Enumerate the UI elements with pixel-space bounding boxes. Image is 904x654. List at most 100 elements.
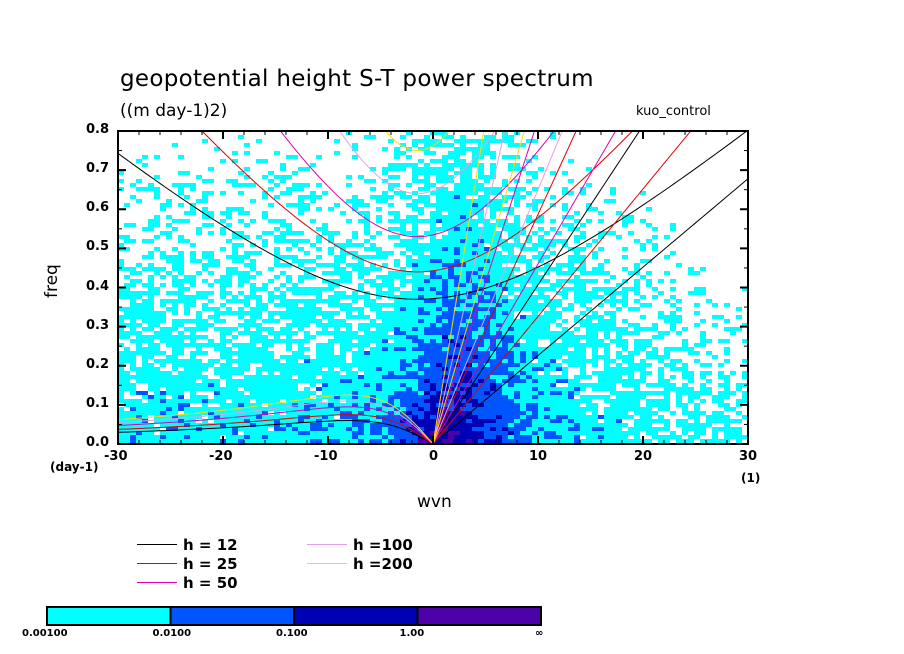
shade-cell (472, 191, 478, 195)
shade-cell (136, 159, 142, 163)
shade-cell (250, 391, 256, 395)
shade-cell (172, 275, 178, 279)
shade-cell (178, 363, 184, 367)
shade-cell (430, 251, 436, 255)
shade-cell (232, 299, 238, 303)
shade-cell (370, 355, 376, 359)
shade-cell (634, 423, 640, 427)
shade-cell (364, 383, 370, 387)
shade-cell (394, 427, 400, 431)
shade-cell (178, 427, 184, 431)
shade-cell (538, 323, 544, 327)
shade-cell (556, 423, 562, 427)
shade-cell (250, 263, 256, 267)
shade-cell (472, 231, 478, 235)
shade-cell (448, 423, 454, 427)
shade-cell (478, 247, 484, 251)
shade-cell (646, 391, 652, 395)
shade-cell (436, 247, 442, 251)
shade-cell (172, 247, 178, 251)
shade-cell (280, 435, 286, 439)
shade-cell (454, 239, 460, 243)
shade-cell (256, 427, 262, 431)
shade-cell (142, 395, 148, 399)
shade-cell (292, 351, 298, 355)
shade-cell (526, 259, 532, 263)
shade-cell (286, 343, 292, 347)
shade-cell (220, 231, 226, 235)
shade-cell (610, 187, 616, 191)
shade-cell (196, 175, 202, 179)
shade-cell (424, 171, 430, 175)
shade-cell (250, 283, 256, 287)
shade-cell (436, 171, 442, 175)
shade-cell (244, 319, 250, 323)
shade-cell (334, 203, 340, 207)
shade-cell (190, 359, 196, 363)
shade-cell (628, 219, 634, 223)
shade-cell (376, 395, 382, 399)
shade-cell (328, 383, 334, 387)
shade-cell (370, 283, 376, 287)
shade-cell (250, 411, 256, 415)
shade-cell (130, 319, 136, 323)
shade-cell (328, 363, 334, 367)
shade-cell (352, 299, 358, 303)
shade-cell (568, 411, 574, 415)
shade-cell (706, 391, 712, 395)
shade-cell (400, 383, 406, 387)
shade-cell (706, 439, 712, 443)
shade-cell (310, 399, 316, 403)
shade-cell (118, 435, 124, 439)
shade-cell (562, 371, 568, 375)
shade-cell (118, 395, 124, 399)
shade-cell (154, 235, 160, 239)
shade-cell (412, 303, 418, 307)
shade-cell (652, 355, 658, 359)
shade-cell (406, 315, 412, 319)
shade-cell (292, 315, 298, 319)
shade-cell (448, 419, 454, 423)
shade-cell (376, 435, 382, 439)
shade-cell (430, 219, 436, 223)
shade-cell (256, 399, 262, 403)
shade-cell (184, 363, 190, 367)
shade-cell (490, 411, 496, 415)
shade-cell (292, 183, 298, 187)
shade-cell (244, 343, 250, 347)
shade-cell (340, 427, 346, 431)
shade-cell (538, 415, 544, 419)
shade-cell (328, 367, 334, 371)
shade-cell (490, 435, 496, 439)
shade-cell (424, 383, 430, 387)
shade-cell (226, 215, 232, 219)
shade-cell (520, 359, 526, 363)
shade-cell (736, 435, 742, 439)
shade-cell (490, 379, 496, 383)
shade-cell (256, 403, 262, 407)
shade-cell (304, 267, 310, 271)
shade-cell (574, 247, 580, 251)
shade-cell (502, 383, 508, 387)
shade-cell (436, 367, 442, 371)
shade-cell (514, 143, 520, 147)
shade-cell (484, 291, 490, 295)
shade-cell (556, 395, 562, 399)
shade-cell (334, 375, 340, 379)
shade-cell (460, 403, 466, 407)
shade-cell (406, 239, 412, 243)
shade-cell (394, 379, 400, 383)
shade-cell (370, 367, 376, 371)
shade-cell (676, 387, 682, 391)
shade-cell (436, 143, 442, 147)
shade-cell (358, 379, 364, 383)
shade-cell (304, 411, 310, 415)
shade-cell (166, 259, 172, 263)
shade-cell (400, 399, 406, 403)
shade-cell (142, 311, 148, 315)
shade-cell (136, 399, 142, 403)
shade-cell (496, 339, 502, 343)
shade-cell (424, 387, 430, 391)
shade-cell (346, 367, 352, 371)
shade-cell (598, 387, 604, 391)
